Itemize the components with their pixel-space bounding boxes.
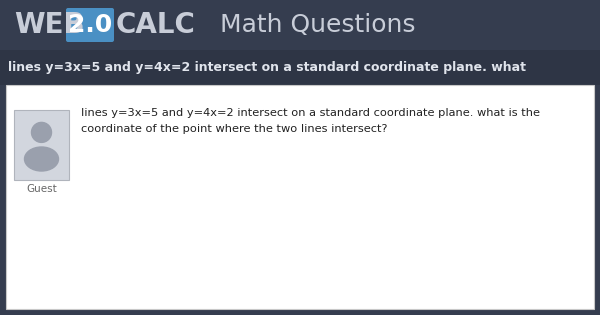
- Text: CALC: CALC: [116, 11, 196, 39]
- Text: WEB: WEB: [14, 11, 85, 39]
- Text: lines y=3x=5 and y=4x=2 intersect on a standard coordinate plane. what is the: lines y=3x=5 and y=4x=2 intersect on a s…: [81, 108, 540, 118]
- Text: Math Questions: Math Questions: [220, 13, 415, 37]
- Text: Guest: Guest: [26, 184, 57, 194]
- Bar: [14, 110, 69, 180]
- Text: 2.0: 2.0: [68, 13, 112, 37]
- Text: lines y=3x=5 and y=4x=2 intersect on a standard coordinate plane. what: lines y=3x=5 and y=4x=2 intersect on a s…: [8, 61, 526, 74]
- Bar: [0, 50, 600, 85]
- Bar: [0, 0, 600, 50]
- Ellipse shape: [25, 147, 59, 171]
- FancyBboxPatch shape: [66, 8, 114, 42]
- Bar: [6, 85, 594, 309]
- Text: coordinate of the point where the two lines intersect?: coordinate of the point where the two li…: [81, 124, 388, 134]
- Circle shape: [32, 123, 52, 142]
